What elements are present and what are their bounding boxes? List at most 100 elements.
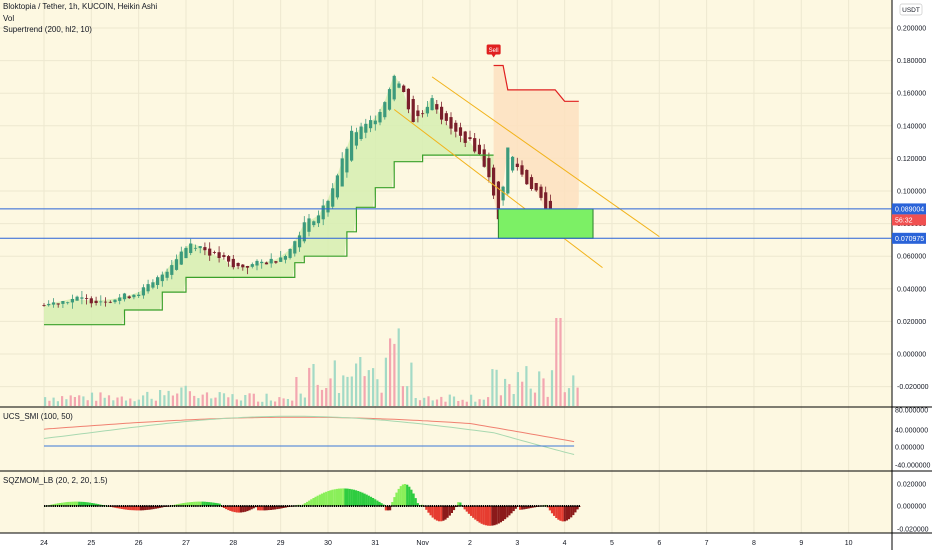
- squeeze-dot: [312, 505, 314, 507]
- volume-bar: [95, 400, 98, 406]
- squeeze-dot: [308, 505, 310, 507]
- momentum-bar: [510, 506, 513, 514]
- momentum-bar: [389, 506, 392, 511]
- candle-body: [477, 144, 481, 155]
- legend-supertrend[interactable]: Supertrend (200, hl2, 10): [3, 25, 92, 34]
- supertrend-up-fill: [44, 73, 494, 325]
- squeeze-dot: [82, 505, 84, 507]
- squeeze-dot: [173, 505, 176, 507]
- candle-body: [416, 110, 420, 117]
- squeeze-dot: [169, 505, 172, 507]
- momentum-bar: [237, 506, 240, 513]
- squeeze-dot: [310, 505, 312, 507]
- price-tick: -0.020000: [897, 384, 929, 391]
- squeeze-dot: [504, 505, 506, 507]
- time-tick: 2: [468, 540, 472, 547]
- legend-vol[interactable]: Vol: [3, 14, 15, 23]
- volume-bar: [521, 381, 524, 406]
- squeeze-dot: [263, 505, 265, 507]
- time-tick: 27: [182, 540, 190, 547]
- squeeze-dot: [101, 505, 103, 507]
- squeeze-dot: [54, 505, 56, 507]
- momentum-bar: [303, 503, 306, 506]
- smi-green-line: [43, 415, 575, 455]
- candle-body: [193, 247, 198, 249]
- squeeze-dot: [440, 505, 442, 507]
- squeeze-dot: [397, 505, 399, 507]
- squeeze-dot: [540, 505, 542, 507]
- squeeze-dot: [250, 505, 252, 507]
- volume-bar: [286, 399, 289, 406]
- squeeze-dot: [261, 505, 263, 507]
- candle-body: [364, 123, 368, 133]
- volume-bar: [440, 396, 443, 406]
- squeeze-dot: [199, 505, 201, 507]
- volume-bar: [116, 397, 119, 406]
- squeeze-dot: [127, 505, 129, 507]
- volume-bar: [414, 398, 417, 406]
- price-tick: 0.200000: [897, 26, 926, 33]
- momentum-bar: [78, 501, 81, 506]
- price-tags: 0.089004 56:32 0.070975: [892, 203, 926, 244]
- squeeze-dot: [348, 505, 350, 507]
- momentum-bar: [482, 506, 485, 525]
- candle-body: [312, 221, 316, 226]
- legend-title[interactable]: Bloktopia / Tether, 1h, KUCOIN, Heikin A…: [3, 2, 158, 11]
- candle-body: [492, 167, 496, 196]
- momentum-bar: [372, 498, 375, 506]
- legend-sqz[interactable]: SQZMOM_LB (20, 2, 20, 1.5): [3, 476, 108, 485]
- candle-body: [179, 251, 183, 265]
- squeeze-dot: [425, 505, 427, 507]
- squeeze-dot: [314, 505, 316, 507]
- volume-bar: [99, 392, 102, 406]
- squeeze-dot: [355, 505, 357, 507]
- squeeze-dot: [284, 505, 287, 507]
- volume-bar: [124, 400, 128, 406]
- candle-body: [222, 255, 226, 257]
- momentum-bar: [56, 503, 59, 506]
- squeeze-dot: [344, 505, 346, 507]
- momentum-bar: [438, 506, 441, 522]
- squeeze-dot: [550, 505, 553, 507]
- volume-bar: [559, 318, 562, 406]
- candle-body: [397, 83, 401, 88]
- momentum-bar: [512, 506, 515, 512]
- momentum-bar: [344, 488, 347, 506]
- squeeze-dot: [146, 505, 148, 507]
- squeeze-dot: [546, 505, 548, 507]
- legend-smi[interactable]: UCS_SMI (100, 50): [3, 412, 73, 421]
- candle-body: [113, 299, 117, 303]
- smi-tick: 80.000000: [895, 408, 928, 415]
- candle-body: [132, 294, 136, 298]
- momentum-bar: [355, 490, 358, 506]
- momentum-bar: [378, 501, 381, 506]
- momentum-bar: [278, 506, 281, 509]
- squeeze-dot: [536, 505, 538, 507]
- momentum-bar: [71, 501, 74, 506]
- squeeze-dot: [176, 505, 178, 507]
- volume-bar: [167, 390, 170, 406]
- candle-body: [383, 102, 387, 118]
- volume-bar: [133, 401, 136, 406]
- momentum-bar: [208, 502, 211, 506]
- squeeze-dot: [203, 505, 206, 507]
- squeeze-dot: [431, 505, 433, 507]
- candle-body: [534, 183, 538, 191]
- squeeze-dot: [346, 505, 348, 507]
- volume-bar: [576, 387, 579, 406]
- squeeze-dot: [67, 505, 69, 507]
- momentum-bar: [550, 506, 554, 514]
- squeeze-dot: [487, 505, 489, 507]
- momentum-bar: [501, 506, 505, 521]
- volume-bar: [308, 367, 311, 406]
- squeeze-dot: [122, 505, 125, 507]
- momentum-bar: [93, 503, 96, 506]
- squeeze-dot: [167, 505, 169, 507]
- squeeze-dot: [114, 505, 116, 507]
- volume-bar: [171, 395, 174, 406]
- squeeze-dot: [501, 505, 504, 507]
- volume-bar: [533, 392, 537, 406]
- squeeze-dot: [557, 505, 559, 507]
- volume-bar: [73, 397, 76, 406]
